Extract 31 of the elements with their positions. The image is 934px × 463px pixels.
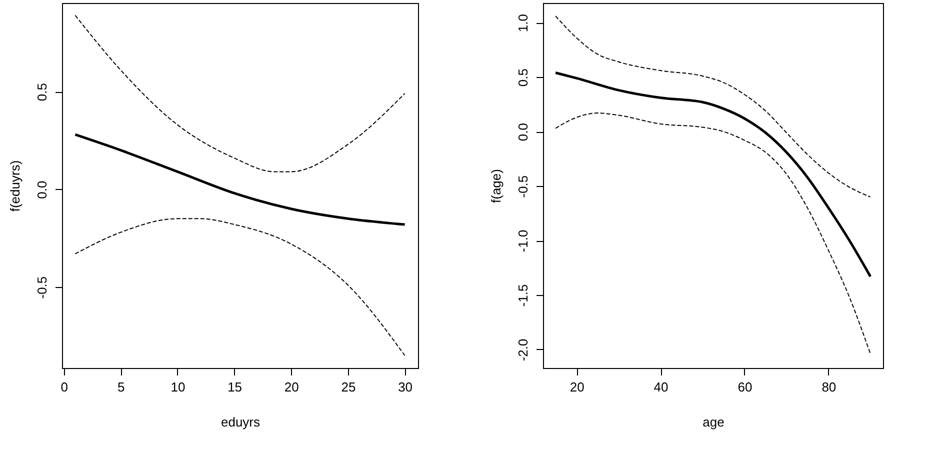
x-tick-label: 5 bbox=[118, 380, 125, 394]
x-tick-label: 10 bbox=[170, 380, 186, 394]
y-axis-title: f(eduyrs) bbox=[8, 160, 22, 212]
x-tick-label: 0 bbox=[60, 380, 68, 394]
line-series bbox=[74, 218, 406, 356]
y-tick-label: -1.0 bbox=[516, 230, 530, 252]
x-tick-label: 25 bbox=[341, 380, 356, 394]
y-axis-title: f(age) bbox=[488, 169, 504, 203]
x-tick-label: 60 bbox=[738, 380, 752, 394]
y-tick-label: -2.0 bbox=[516, 338, 530, 362]
y-tick-label: 0.0 bbox=[34, 180, 50, 199]
line-series bbox=[555, 112, 871, 354]
line-series bbox=[555, 16, 871, 198]
line-series bbox=[74, 14, 406, 172]
y-tick-label: 0.0 bbox=[516, 123, 530, 142]
x-axis-title: age bbox=[702, 414, 724, 430]
x-tick-label: 15 bbox=[228, 380, 242, 394]
x-tick-label: 80 bbox=[822, 380, 836, 394]
x-tick-label: 30 bbox=[398, 380, 413, 394]
y-tick-label: -0.5 bbox=[34, 276, 50, 299]
y-tick-label: 0.5 bbox=[34, 83, 50, 102]
y-tick-label: 1.0 bbox=[516, 14, 530, 32]
y-tick-label: -1.5 bbox=[516, 284, 530, 307]
x-tick-label: 20 bbox=[570, 380, 584, 394]
x-tick-label: 40 bbox=[654, 380, 668, 394]
y-tick-label: -0.5 bbox=[516, 175, 530, 198]
line-series bbox=[554, 71, 872, 278]
y-tick-label: 0.5 bbox=[516, 68, 530, 87]
x-axis-title: eduyrs bbox=[220, 414, 261, 430]
line-series bbox=[74, 133, 406, 226]
x-tick-label: 20 bbox=[284, 380, 299, 394]
